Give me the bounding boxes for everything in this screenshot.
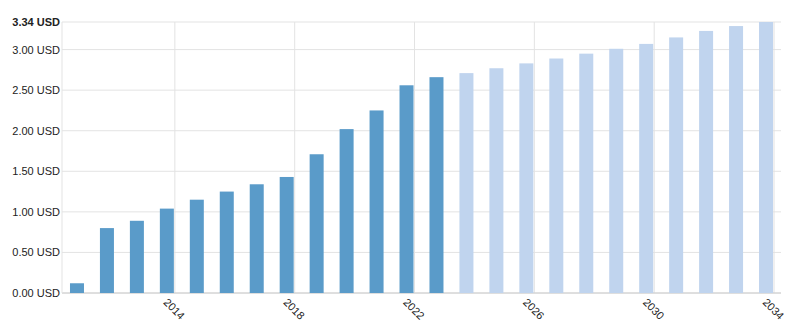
bar <box>729 26 743 293</box>
bars <box>70 22 773 293</box>
bar <box>759 22 773 293</box>
bar <box>549 59 563 293</box>
bar <box>160 209 174 293</box>
y-tick-label: 1.00 USD <box>12 206 60 218</box>
bar <box>340 129 354 293</box>
bar <box>220 192 234 293</box>
grid-line <box>534 22 535 293</box>
y-tick-label: 0.00 USD <box>12 287 60 299</box>
bar <box>190 200 204 293</box>
bar <box>609 49 623 293</box>
x-tick-label: 2018 <box>281 296 307 322</box>
x-tick-label: 2022 <box>401 296 427 322</box>
bar <box>130 221 144 293</box>
bar <box>669 37 683 293</box>
bar <box>489 68 503 293</box>
grid-line <box>774 22 775 293</box>
bar <box>639 44 653 293</box>
y-tick-label: 3.34 USD <box>12 16 60 28</box>
x-tick-label: 2026 <box>521 296 547 322</box>
y-tick-label: 2.00 USD <box>12 125 60 137</box>
y-tick-label: 0.50 USD <box>12 246 60 258</box>
bar <box>579 54 593 293</box>
grid-line <box>294 22 295 293</box>
bar <box>400 85 414 293</box>
bar <box>280 177 294 293</box>
x-tick-label: 2034 <box>761 296 787 322</box>
y-tick-label: 3.00 USD <box>12 44 60 56</box>
x-tick-label: 2030 <box>641 296 667 322</box>
bar <box>100 228 114 293</box>
y-axis <box>62 22 63 293</box>
chart: 0.00 USD 0.50 USD 1.00 USD 1.50 USD 2.00 USD… <box>0 0 791 336</box>
grid-line <box>414 22 415 293</box>
grid-line <box>174 22 175 293</box>
bar <box>519 63 533 293</box>
bar <box>250 184 264 293</box>
y-tick-label: 2.50 USD <box>12 84 60 96</box>
bar <box>370 110 384 293</box>
grid-line <box>62 22 781 23</box>
bar <box>699 31 713 293</box>
bar <box>459 73 473 293</box>
x-tick-label: 2014 <box>161 296 187 322</box>
bar <box>310 154 324 293</box>
grid-line <box>654 22 655 293</box>
y-tick-label: 1.50 USD <box>12 165 60 177</box>
bar <box>70 283 84 293</box>
bar <box>429 77 443 293</box>
